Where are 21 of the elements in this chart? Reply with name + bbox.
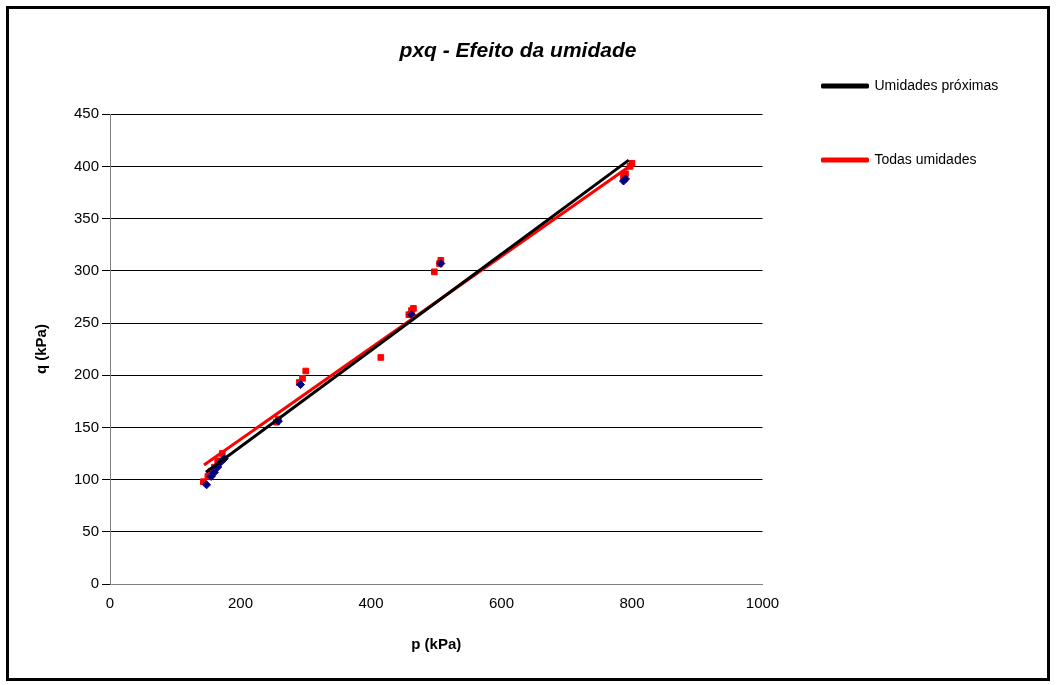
x-tick-label: 600 [489,594,515,612]
legend-label: Umidades próximas [874,76,999,93]
y-tick-label: 450 [74,104,100,122]
y-tick-label: 0 [90,574,100,592]
legend-label: Todas umidades [874,150,977,167]
x-tick-label: 1000 [745,594,780,612]
x-tick-label: 0 [105,594,115,612]
y-tick-label: 100 [74,469,100,487]
chart-title: pxq - Efeito da umidade [398,38,637,62]
y-axis-title: q (kPa) [32,324,50,375]
y-tick-label: 300 [74,260,100,278]
y-tick-label: 200 [74,365,100,383]
y-tick-label: 400 [74,156,100,174]
y-tick-label: 350 [74,208,100,226]
x-tick-label: 800 [619,594,645,612]
x-tick-label: 200 [228,594,254,612]
y-tick-label: 50 [82,521,100,539]
x-tick-label: 400 [358,594,384,612]
y-tick-label: 150 [74,417,100,435]
x-axis-title: p (kPa) [411,635,462,653]
y-tick-label: 250 [74,313,100,331]
